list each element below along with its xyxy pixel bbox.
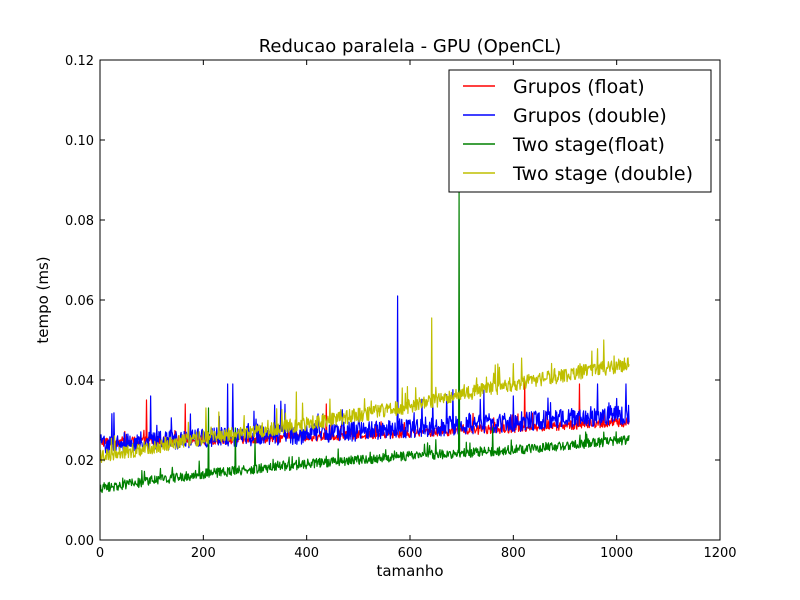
x-tick-label: 0 xyxy=(96,546,104,561)
x-tick-label: 400 xyxy=(294,546,319,561)
legend-label: Two stage(float) xyxy=(512,134,665,156)
chart-title: Reducao paralela - GPU (OpenCL) xyxy=(259,36,562,57)
x-tick-label: 600 xyxy=(398,546,423,561)
legend-label: Grupos (float) xyxy=(513,76,645,98)
legend-label: Grupos (double) xyxy=(513,105,667,127)
y-tick-label: 0.08 xyxy=(65,214,94,229)
x-tick-label: 1000 xyxy=(600,546,633,561)
x-axis-ticks: 0 200 400 600 800 1000 1200 xyxy=(96,60,737,561)
y-axis-ticks: 0.00 0.02 0.04 0.06 0.08 0.10 0.12 xyxy=(65,54,720,549)
series-layer xyxy=(99,187,630,494)
legend: Grupos (float) Grupos (double) Two stage(f… xyxy=(448,69,712,193)
legend-box xyxy=(448,69,712,193)
y-tick-label: 0.04 xyxy=(65,374,94,389)
y-tick-label: 0.00 xyxy=(65,534,94,549)
y-tick-label: 0.06 xyxy=(65,294,94,309)
x-tick-label: 200 xyxy=(191,546,216,561)
x-axis-label: tamanho xyxy=(376,562,443,580)
y-tick-label: 0.02 xyxy=(65,454,94,469)
y-axis-label: tempo (ms) xyxy=(34,256,52,343)
series-line-3 xyxy=(99,317,630,464)
x-tick-label: 800 xyxy=(501,546,526,561)
x-tick-label: 1200 xyxy=(703,546,736,561)
y-tick-label: 0.12 xyxy=(65,54,94,69)
series-line-2 xyxy=(99,187,630,494)
y-tick-label: 0.10 xyxy=(65,134,94,149)
legend-label: Two stage (double) xyxy=(512,163,693,185)
